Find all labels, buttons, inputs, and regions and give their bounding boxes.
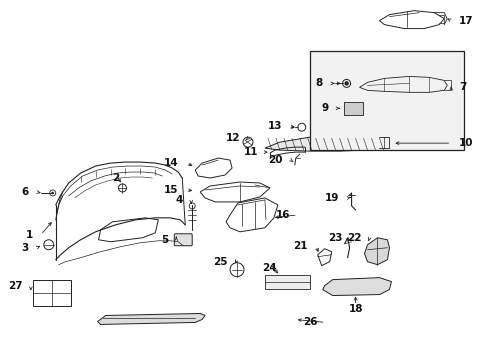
Text: 5: 5 [161, 235, 168, 245]
Circle shape [345, 82, 347, 85]
Bar [309, 50, 463, 150]
Text: 3: 3 [21, 243, 29, 253]
Bar [264, 275, 309, 289]
Text: 23: 23 [327, 233, 342, 243]
Text: 18: 18 [347, 305, 362, 315]
Text: 16: 16 [275, 210, 289, 220]
FancyBboxPatch shape [174, 234, 192, 246]
Polygon shape [364, 238, 388, 265]
Text: 12: 12 [225, 133, 240, 143]
Text: 21: 21 [293, 241, 307, 251]
Text: 7: 7 [458, 82, 466, 93]
Text: 1: 1 [25, 230, 33, 240]
Text: 19: 19 [325, 193, 339, 203]
Text: 25: 25 [213, 257, 227, 267]
Text: 6: 6 [21, 187, 29, 197]
FancyBboxPatch shape [344, 102, 362, 115]
Text: 20: 20 [268, 155, 282, 165]
Text: 17: 17 [458, 15, 473, 26]
Text: 11: 11 [243, 147, 258, 157]
Text: 10: 10 [458, 138, 473, 148]
Text: 15: 15 [163, 185, 178, 195]
Text: 14: 14 [163, 158, 178, 168]
Text: 24: 24 [262, 263, 277, 273]
Text: 13: 13 [267, 121, 281, 131]
Circle shape [52, 192, 54, 194]
Polygon shape [264, 135, 388, 151]
Polygon shape [98, 314, 205, 324]
Text: 2: 2 [112, 173, 119, 183]
Text: 22: 22 [346, 233, 361, 243]
Bar [33, 280, 71, 306]
Text: 4: 4 [176, 195, 183, 205]
Text: 9: 9 [321, 103, 328, 113]
Polygon shape [322, 278, 390, 296]
Text: 8: 8 [315, 78, 322, 88]
Text: 27: 27 [8, 280, 23, 291]
Text: 26: 26 [303, 318, 317, 328]
